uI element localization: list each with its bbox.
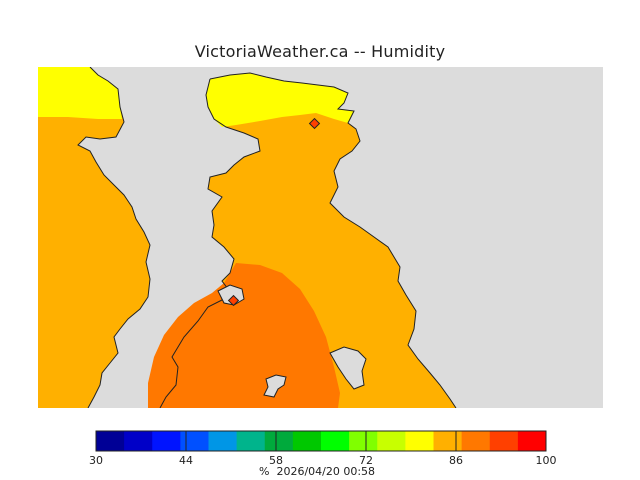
scale-tick-label: 72 [359, 454, 373, 467]
scale-segment [292, 431, 322, 451]
scale-segment [124, 431, 153, 451]
coastline-east [159, 72, 457, 408]
scale-tick-label: 30 [89, 454, 103, 467]
scale-segment [377, 431, 406, 451]
unit-label: % [259, 465, 270, 478]
humidity-zone-west-yellow [38, 67, 122, 119]
humidity-zone-west [38, 67, 150, 408]
island-east [329, 346, 367, 390]
station-north-marker[interactable] [308, 117, 321, 130]
scale-segment [349, 431, 378, 451]
humidity-zone-east-yellow [206, 73, 354, 127]
scale-segment [208, 431, 238, 451]
timestamp: 2026/04/20 00:58 [276, 465, 376, 478]
humidity-map [38, 67, 603, 408]
scale-segment [433, 431, 463, 451]
footer: % 2026/04/20 00:58 [259, 465, 375, 478]
scale-tick-label: 86 [449, 454, 463, 467]
scale-segment [489, 431, 519, 451]
scale-segment [180, 431, 209, 451]
scale-segment [96, 431, 125, 451]
scale-segment [517, 431, 547, 451]
color-scale-bar [95, 430, 547, 452]
scale-segment [236, 431, 266, 451]
scale-segment [461, 431, 491, 451]
humidity-zone-victoria [148, 263, 340, 408]
scale-segment [321, 431, 350, 451]
map-title: VictoriaWeather.ca -- Humidity [194, 42, 446, 61]
scale-segment [152, 431, 181, 451]
scale-tick-label: 58 [269, 454, 283, 467]
station-victoria-marker[interactable] [227, 294, 240, 307]
scale-tick-label: 44 [179, 454, 193, 467]
scale-tick-label: 100 [535, 454, 557, 467]
scale-segment [264, 431, 294, 451]
island-south [263, 374, 287, 398]
scale-segment [405, 431, 434, 451]
coastline-west [77, 67, 151, 408]
